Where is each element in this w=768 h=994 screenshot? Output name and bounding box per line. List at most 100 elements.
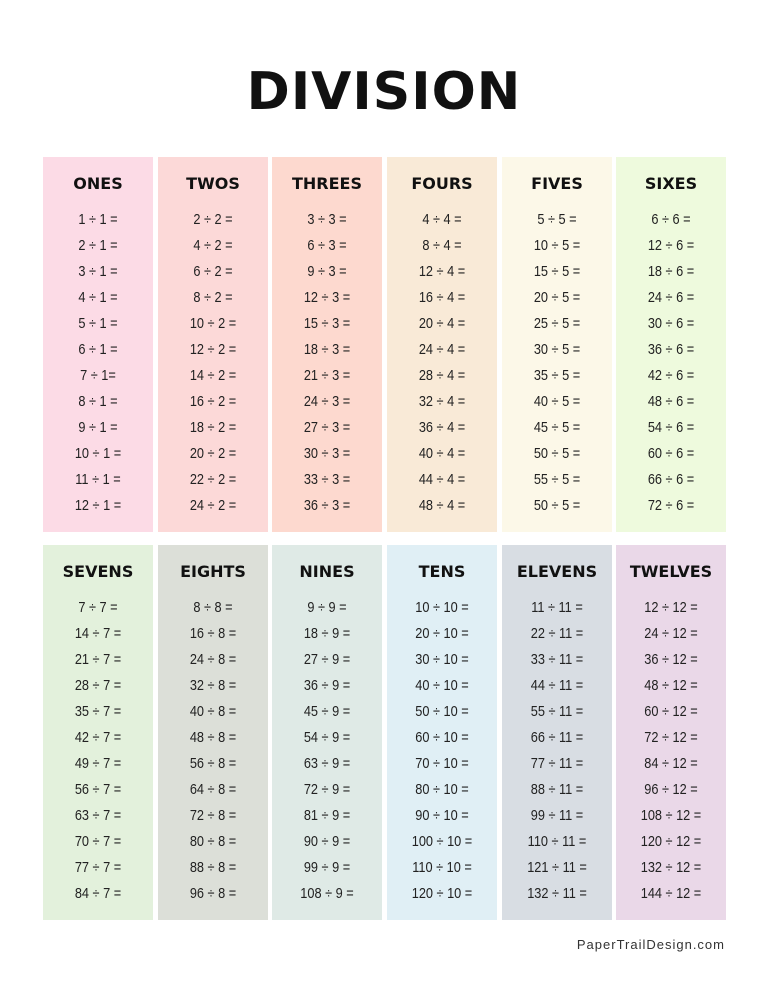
- problem-list: 4 ÷ 4 = 8 ÷ 4 = 12 ÷ 4 = 16 ÷ 4 = 20 ÷ 4 = 24…: [387, 209, 497, 521]
- division-problem: 36 ÷ 9 =: [303, 677, 351, 694]
- division-problem: 20 ÷ 2 =: [189, 445, 237, 462]
- column-heading: SEVENS: [62, 562, 134, 581]
- division-problem: 121 ÷ 11 =: [527, 859, 587, 876]
- division-problem: 33 ÷ 3 =: [303, 471, 351, 488]
- division-problem: 9 ÷ 9 =: [307, 599, 347, 616]
- division-problem: 99 ÷ 11 =: [530, 807, 584, 824]
- division-problem: 120 ÷ 10 =: [411, 885, 473, 902]
- division-problem: 12 ÷ 1 =: [74, 497, 122, 514]
- division-problem: 28 ÷ 7 =: [74, 677, 122, 694]
- division-problem: 12 ÷ 4 =: [418, 263, 466, 280]
- division-problem: 27 ÷ 3 =: [303, 419, 351, 436]
- division-problem: 6 ÷ 1 =: [78, 341, 118, 358]
- division-problem: 18 ÷ 6 =: [647, 263, 695, 280]
- division-problem: 22 ÷ 2 =: [189, 471, 237, 488]
- division-problem: 36 ÷ 3 =: [303, 497, 351, 514]
- division-problem: 96 ÷ 12 =: [644, 781, 698, 798]
- column-heading: FIVES: [531, 174, 583, 193]
- problem-list: 9 ÷ 9 = 18 ÷ 9 = 27 ÷ 9 = 36 ÷ 9 = 45 ÷ 9 = 5…: [272, 597, 382, 909]
- division-problem: 49 ÷ 7 =: [74, 755, 122, 772]
- division-problem: 108 ÷ 9 =: [300, 885, 354, 902]
- division-problem: 24 ÷ 2 =: [189, 497, 237, 514]
- division-problem: 28 ÷ 4 =: [418, 367, 466, 384]
- division-problem: 4 ÷ 2 =: [193, 237, 233, 254]
- division-problem: 84 ÷ 12 =: [644, 755, 698, 772]
- division-problem: 8 ÷ 4 =: [422, 237, 462, 254]
- division-problem: 40 ÷ 10 =: [415, 677, 469, 694]
- division-problem: 56 ÷ 7 =: [74, 781, 122, 798]
- division-problem: 42 ÷ 6 =: [647, 367, 695, 384]
- division-problem: 4 ÷ 4 =: [422, 211, 462, 228]
- division-problem: 7 ÷ 7 =: [78, 599, 118, 616]
- division-problem: 64 ÷ 8 =: [189, 781, 237, 798]
- division-problem: 63 ÷ 9 =: [303, 755, 351, 772]
- division-problem: 42 ÷ 7 =: [74, 729, 122, 746]
- division-problem: 50 ÷ 5 =: [533, 497, 581, 514]
- column-sevens: SEVENS 7 ÷ 7 = 14 ÷ 7 = 21 ÷ 7 = 28 ÷ 7 = 35 …: [43, 545, 153, 920]
- division-problem: 24 ÷ 6 =: [647, 289, 695, 306]
- division-problem: 66 ÷ 11 =: [530, 729, 584, 746]
- division-problem: 50 ÷ 10 =: [415, 703, 469, 720]
- division-problem: 3 ÷ 1 =: [78, 263, 118, 280]
- division-problem: 110 ÷ 10 =: [412, 859, 472, 876]
- division-problem: 32 ÷ 4 =: [418, 393, 466, 410]
- division-problem: 1 ÷ 1 =: [78, 211, 118, 228]
- column-eights: EIGHTS 8 ÷ 8 = 16 ÷ 8 = 24 ÷ 8 = 32 ÷ 8 = 40 …: [158, 545, 268, 920]
- division-problem: 132 ÷ 11 =: [527, 885, 587, 902]
- division-problem: 10 ÷ 5 =: [533, 237, 581, 254]
- column-fives: FIVES 5 ÷ 5 = 10 ÷ 5 = 15 ÷ 5 = 20 ÷ 5 = 25 ÷…: [502, 157, 612, 532]
- division-problem: 77 ÷ 11 =: [530, 755, 584, 772]
- division-problem: 2 ÷ 2 =: [193, 211, 233, 228]
- division-problem: 55 ÷ 5 =: [533, 471, 581, 488]
- division-problem: 50 ÷ 5 =: [533, 445, 581, 462]
- column-heading: SIXES: [644, 174, 698, 193]
- column-heading: TENS: [418, 562, 466, 581]
- division-problem: 20 ÷ 10 =: [415, 625, 469, 642]
- column-heading: TWOS: [186, 174, 240, 193]
- column-threes: THREES 3 ÷ 3 = 6 ÷ 3 = 9 ÷ 3 = 12 ÷ 3 = 15 ÷ …: [272, 157, 382, 532]
- problem-list: 10 ÷ 10 = 20 ÷ 10 = 30 ÷ 10 = 40 ÷ 10 = 50 ÷…: [387, 597, 497, 909]
- problem-list: 2 ÷ 2 = 4 ÷ 2 = 6 ÷ 2 = 8 ÷ 2 = 10 ÷ 2 = 12 ÷…: [158, 209, 268, 521]
- division-problem: 108 ÷ 12 =: [640, 807, 702, 824]
- column-twelves: TWELVES 12 ÷ 12 = 24 ÷ 12 = 36 ÷ 12 = 48 ÷ 1…: [616, 545, 726, 920]
- division-problem: 60 ÷ 10 =: [415, 729, 469, 746]
- division-problem: 96 ÷ 8 =: [189, 885, 237, 902]
- division-problem: 77 ÷ 7 =: [74, 859, 122, 876]
- column-heading: THREES: [291, 174, 362, 193]
- column-heading: TWELVES: [629, 562, 713, 581]
- division-problem: 14 ÷ 2 =: [189, 367, 237, 384]
- column-twos: TWOS 2 ÷ 2 = 4 ÷ 2 = 6 ÷ 2 = 8 ÷ 2 = 10 ÷ 2 =…: [158, 157, 268, 532]
- division-problem: 48 ÷ 8 =: [189, 729, 237, 746]
- division-problem: 60 ÷ 6 =: [647, 445, 695, 462]
- division-problem: 11 ÷ 1 =: [75, 471, 121, 488]
- problem-list: 8 ÷ 8 = 16 ÷ 8 = 24 ÷ 8 = 32 ÷ 8 = 40 ÷ 8 = 4…: [158, 597, 268, 909]
- division-problem: 40 ÷ 4 =: [418, 445, 466, 462]
- division-problem: 15 ÷ 5 =: [533, 263, 581, 280]
- division-problem: 80 ÷ 10 =: [415, 781, 469, 798]
- division-problem: 60 ÷ 12 =: [644, 703, 698, 720]
- division-problem: 10 ÷ 10 =: [415, 599, 469, 616]
- division-problem: 33 ÷ 11 =: [530, 651, 584, 668]
- division-problem: 36 ÷ 6 =: [647, 341, 695, 358]
- division-problem: 27 ÷ 9 =: [303, 651, 351, 668]
- division-problem: 12 ÷ 3 =: [303, 289, 351, 306]
- division-problem: 30 ÷ 3 =: [303, 445, 351, 462]
- division-problem: 72 ÷ 8 =: [189, 807, 237, 824]
- division-problem: 36 ÷ 12 =: [644, 651, 698, 668]
- division-problem: 110 ÷ 11 =: [527, 833, 587, 850]
- division-problem: 25 ÷ 5 =: [533, 315, 581, 332]
- division-problem: 6 ÷ 3 =: [307, 237, 347, 254]
- problem-list: 5 ÷ 5 = 10 ÷ 5 = 15 ÷ 5 = 20 ÷ 5 = 25 ÷ 5 = 3…: [502, 209, 612, 521]
- division-problem: 32 ÷ 8 =: [189, 677, 237, 694]
- division-problem: 12 ÷ 12 =: [644, 599, 698, 616]
- division-problem: 144 ÷ 12 =: [640, 885, 702, 902]
- division-problem: 48 ÷ 6 =: [647, 393, 695, 410]
- division-problem: 48 ÷ 4 =: [418, 497, 466, 514]
- division-problem: 11 ÷ 11 =: [531, 599, 583, 616]
- division-problem: 40 ÷ 5 =: [533, 393, 581, 410]
- division-problem: 10 ÷ 1 =: [74, 445, 122, 462]
- division-problem: 16 ÷ 8 =: [189, 625, 237, 642]
- division-problem: 24 ÷ 4 =: [418, 341, 466, 358]
- division-problem: 24 ÷ 3 =: [303, 393, 351, 410]
- problem-list: 11 ÷ 11 = 22 ÷ 11 = 33 ÷ 11 = 44 ÷ 11 = 55 ÷…: [502, 597, 612, 909]
